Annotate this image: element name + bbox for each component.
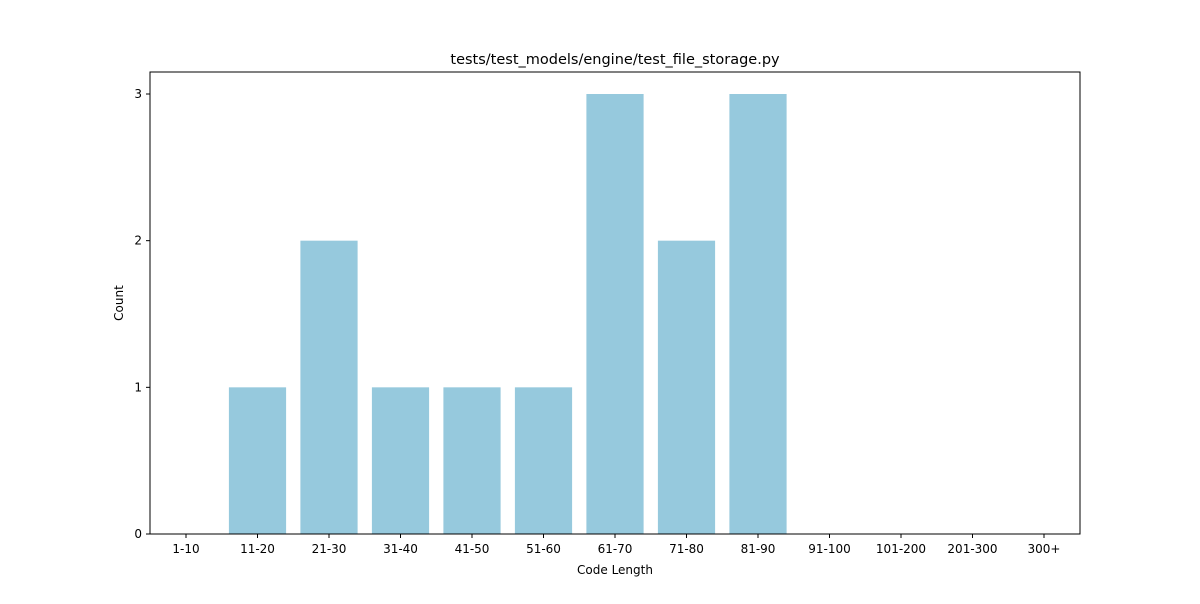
x-axis-ticks: 1-10 11-20 21-30 31-40 41-50 51-60 61-70 71-80 8… bbox=[172, 534, 1060, 556]
x-tick-label: 81-90 bbox=[741, 542, 776, 556]
bar-81-90 bbox=[729, 94, 787, 534]
x-tick-label: 71-80 bbox=[669, 542, 704, 556]
y-tick-label: 1 bbox=[134, 380, 142, 394]
bar-31-40 bbox=[371, 387, 430, 534]
x-tick-label: 11-20 bbox=[240, 542, 275, 556]
bar-71-80 bbox=[657, 240, 716, 534]
plot-frame bbox=[149, 71, 1081, 535]
bar-51-60 bbox=[514, 387, 573, 534]
x-tick-label: 31-40 bbox=[383, 542, 418, 556]
x-tick-label: 300+ bbox=[1028, 542, 1061, 556]
bar-61-70 bbox=[586, 94, 644, 534]
y-tick-label: 3 bbox=[134, 87, 142, 101]
x-tick-label: 101-200 bbox=[876, 542, 926, 556]
bars-group bbox=[228, 94, 787, 534]
x-tick-label: 201-300 bbox=[947, 542, 997, 556]
y-tick-label: 0 bbox=[134, 527, 142, 541]
y-axis-ticks: 0 1 2 3 bbox=[134, 87, 150, 541]
y-tick-label: 2 bbox=[134, 234, 142, 248]
x-tick-label: 41-50 bbox=[455, 542, 490, 556]
bar-21-30 bbox=[300, 240, 358, 534]
x-tick-label: 61-70 bbox=[598, 542, 633, 556]
y-axis-label: Count bbox=[112, 285, 126, 321]
x-tick-label: 1-10 bbox=[172, 542, 199, 556]
x-tick-label: 21-30 bbox=[312, 542, 347, 556]
chart-title: tests/test_models/engine/test_file_stora… bbox=[450, 52, 780, 68]
x-tick-label: 51-60 bbox=[526, 542, 561, 556]
bar-41-50 bbox=[443, 387, 501, 534]
bar-11-20 bbox=[228, 387, 287, 534]
x-tick-label: 91-100 bbox=[808, 542, 851, 556]
x-axis-label: Code Length bbox=[577, 563, 653, 577]
